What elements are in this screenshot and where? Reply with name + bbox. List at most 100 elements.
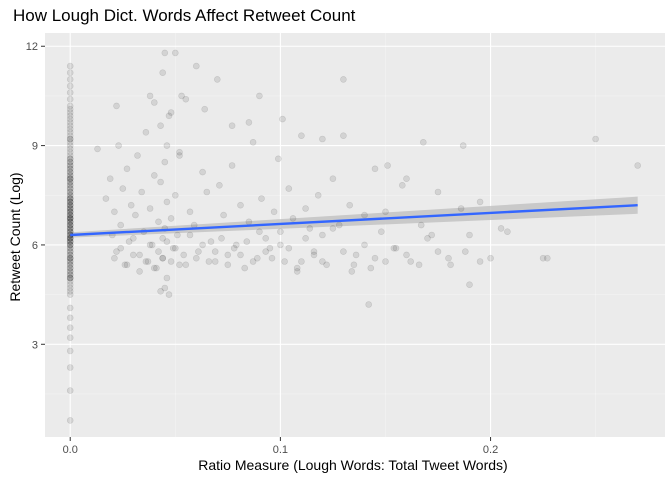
data-point <box>434 188 442 196</box>
data-point <box>66 264 74 272</box>
data-point <box>340 76 347 83</box>
data-point <box>335 221 343 229</box>
data-point <box>66 417 74 424</box>
data-point <box>66 244 74 252</box>
data-point <box>176 261 183 269</box>
data-point <box>134 152 141 159</box>
gridlines <box>45 33 665 437</box>
data-point <box>66 105 74 113</box>
data-point <box>66 228 74 235</box>
data-point <box>249 139 257 146</box>
data-point <box>195 248 202 255</box>
data-point <box>66 182 74 189</box>
data-point <box>203 188 211 196</box>
data-point <box>302 235 309 242</box>
data-point <box>66 185 74 192</box>
data-point <box>348 268 356 275</box>
data-point <box>277 228 284 235</box>
data-point <box>66 387 74 394</box>
data-point <box>66 208 74 216</box>
data-point <box>207 238 215 245</box>
data-point <box>66 248 74 255</box>
data-point <box>66 119 74 126</box>
data-point <box>174 231 181 239</box>
data-point <box>66 109 74 116</box>
data-point <box>66 241 74 249</box>
data-point <box>66 129 74 136</box>
data-point <box>504 228 511 235</box>
data-point <box>214 76 221 83</box>
data-point <box>398 182 406 189</box>
data-point <box>66 254 74 262</box>
data-point <box>159 254 166 262</box>
data-point <box>314 192 322 199</box>
data-point <box>66 62 74 70</box>
data-point <box>274 155 282 163</box>
data-point <box>66 76 74 83</box>
data-point <box>298 258 305 265</box>
data-point <box>66 287 74 295</box>
data-point <box>428 231 436 239</box>
data-point <box>66 225 74 232</box>
data-point <box>130 235 137 242</box>
data-point <box>199 168 206 176</box>
data-point <box>66 115 74 123</box>
data-point <box>66 112 74 120</box>
data-point <box>163 198 171 206</box>
data-point <box>211 248 219 255</box>
data-point <box>323 261 330 269</box>
data-point <box>66 268 74 275</box>
data-point <box>113 248 120 255</box>
data-point <box>466 281 473 289</box>
data-point <box>66 215 74 222</box>
data-point <box>270 208 278 216</box>
data-point <box>256 228 263 235</box>
data-point <box>237 201 244 209</box>
data-point <box>153 264 160 272</box>
data-point <box>125 238 133 245</box>
data-point <box>163 238 171 245</box>
data-point <box>476 198 484 206</box>
data-point <box>66 162 74 169</box>
data-point <box>66 251 74 259</box>
data-point <box>216 182 223 189</box>
data-point <box>66 175 74 182</box>
data-point <box>258 195 265 202</box>
data-point <box>66 135 74 143</box>
data-point <box>66 215 74 222</box>
data-point <box>241 264 248 272</box>
data-point <box>180 251 187 259</box>
data-point <box>66 268 74 275</box>
data-point <box>66 125 74 133</box>
data-point <box>262 235 270 242</box>
y-tick-label: 6 <box>32 240 38 252</box>
data-point <box>382 208 389 216</box>
data-point <box>136 268 143 275</box>
data-point <box>132 211 139 219</box>
data-point <box>371 254 379 262</box>
data-point <box>159 254 166 262</box>
data-point <box>66 82 74 90</box>
x-tick-label: 0.0 <box>63 444 78 456</box>
data-point <box>66 192 74 199</box>
data-point <box>407 258 415 265</box>
data-point <box>66 165 74 173</box>
data-point <box>66 281 74 289</box>
data-point <box>66 198 74 206</box>
data-point <box>119 185 127 192</box>
data-point <box>237 251 244 259</box>
data-point <box>66 201 74 209</box>
data-point <box>233 241 240 249</box>
data-point <box>169 244 177 252</box>
data-point <box>121 261 129 269</box>
data-point <box>66 195 74 202</box>
trend-line-layer <box>70 203 638 237</box>
data-point <box>419 139 427 146</box>
data-point <box>66 215 74 222</box>
data-point <box>66 261 74 269</box>
data-point <box>298 132 305 139</box>
data-point <box>117 221 124 229</box>
data-point <box>66 347 74 355</box>
data-point <box>329 225 337 232</box>
